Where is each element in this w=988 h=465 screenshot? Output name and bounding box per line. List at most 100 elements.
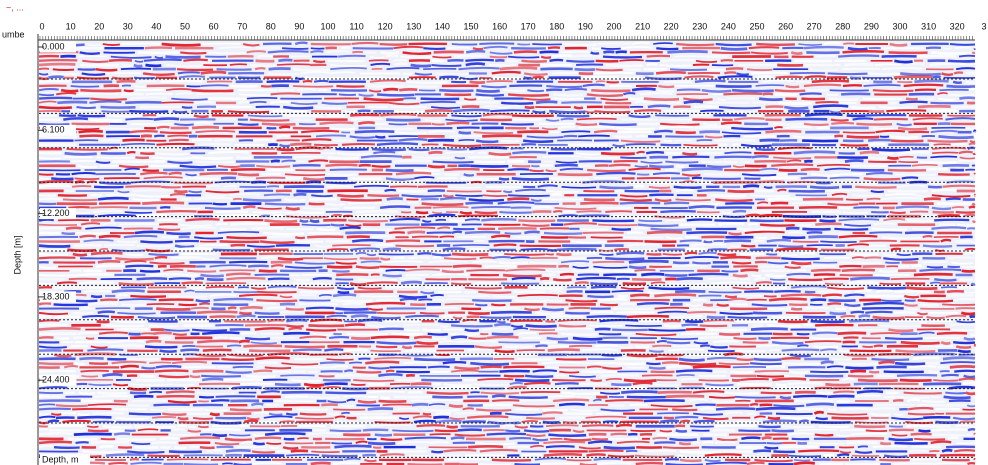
reflection	[584, 110, 595, 114]
reflection	[653, 42, 673, 45]
reflection	[132, 198, 160, 202]
reflection	[156, 307, 191, 311]
reflection	[156, 125, 170, 130]
reflection	[728, 231, 742, 236]
x-tick-label: 310	[921, 21, 936, 31]
reflection	[756, 201, 769, 205]
reflection	[322, 386, 341, 390]
reflection	[871, 147, 911, 152]
reflection	[610, 432, 628, 436]
reflection	[401, 194, 442, 198]
reflection	[490, 234, 511, 239]
reflection	[631, 87, 656, 92]
reflection	[403, 323, 439, 327]
reflection	[388, 122, 408, 126]
reflection	[80, 369, 109, 373]
reflection	[775, 75, 803, 79]
reflection	[954, 369, 976, 373]
reflection	[636, 302, 669, 306]
reflection	[154, 255, 168, 260]
reflection	[701, 88, 732, 93]
reflection	[267, 50, 309, 54]
reflection	[547, 348, 580, 352]
reflection	[591, 88, 631, 93]
reflection	[339, 352, 352, 356]
reflection	[810, 420, 851, 424]
x-tick-label: 270	[807, 21, 822, 31]
x-tick-label: 300	[892, 21, 907, 31]
reflection	[917, 299, 954, 303]
reflection	[63, 365, 79, 369]
reflection	[442, 247, 466, 251]
reflection	[329, 429, 362, 433]
reflection	[904, 62, 925, 66]
x-tick-label: 30	[123, 21, 133, 31]
reflection	[869, 412, 891, 417]
reflection	[829, 176, 860, 180]
reflection	[513, 50, 538, 54]
reflection	[767, 324, 801, 328]
reflection	[675, 42, 715, 47]
reflection	[257, 54, 273, 58]
reflection	[141, 366, 156, 370]
reflection	[446, 121, 470, 126]
reflection	[408, 147, 430, 152]
reflection	[659, 64, 692, 67]
reflection	[951, 328, 976, 332]
reflection	[279, 295, 293, 299]
reflection	[930, 440, 952, 445]
top-axis: 0 10 20 30 40 50 60 70 80 90 100 110 120 130 140 150 160…	[39, 21, 987, 40]
reflection	[498, 261, 529, 265]
reflection	[826, 93, 839, 97]
reflection	[591, 437, 608, 441]
reflection	[883, 454, 908, 459]
reflection	[674, 415, 699, 419]
reflection	[969, 332, 976, 337]
reflection	[408, 256, 431, 260]
x-tick-label: 40	[151, 21, 161, 31]
reflection	[810, 319, 845, 324]
reflection	[83, 239, 114, 243]
reflection	[512, 150, 547, 155]
reflection	[932, 151, 959, 155]
reflection	[424, 248, 443, 252]
reflection	[540, 55, 552, 59]
reflection	[850, 79, 870, 83]
reflection	[263, 415, 293, 419]
reflection	[201, 374, 241, 378]
reflection	[940, 340, 951, 345]
reflection	[755, 84, 785, 87]
reflection	[742, 184, 760, 189]
reflection	[385, 239, 421, 243]
reflection	[71, 185, 92, 188]
reflection	[105, 453, 145, 457]
reflection	[207, 184, 220, 188]
reflection	[160, 437, 179, 441]
reflection	[930, 155, 958, 159]
reflection	[698, 379, 729, 382]
reflection	[686, 218, 713, 222]
reflection	[462, 407, 474, 411]
reflection	[947, 59, 976, 63]
reflection	[936, 331, 968, 336]
reflection	[579, 227, 608, 232]
reflection	[431, 64, 462, 67]
reflection	[949, 365, 976, 369]
reflection	[599, 303, 618, 307]
reflection	[454, 54, 486, 58]
reflection	[524, 230, 540, 235]
reflection	[945, 117, 976, 121]
reflection	[798, 206, 838, 210]
reflection	[760, 227, 782, 232]
reflection	[664, 458, 680, 461]
reflection	[214, 442, 240, 446]
reflection	[728, 297, 747, 302]
reflection	[301, 138, 332, 142]
reflection	[603, 273, 637, 277]
reflection	[894, 441, 928, 445]
reflection	[38, 407, 71, 411]
reflection	[706, 356, 737, 361]
reflection	[952, 80, 963, 85]
reflection	[331, 442, 353, 445]
reflection	[38, 399, 81, 403]
